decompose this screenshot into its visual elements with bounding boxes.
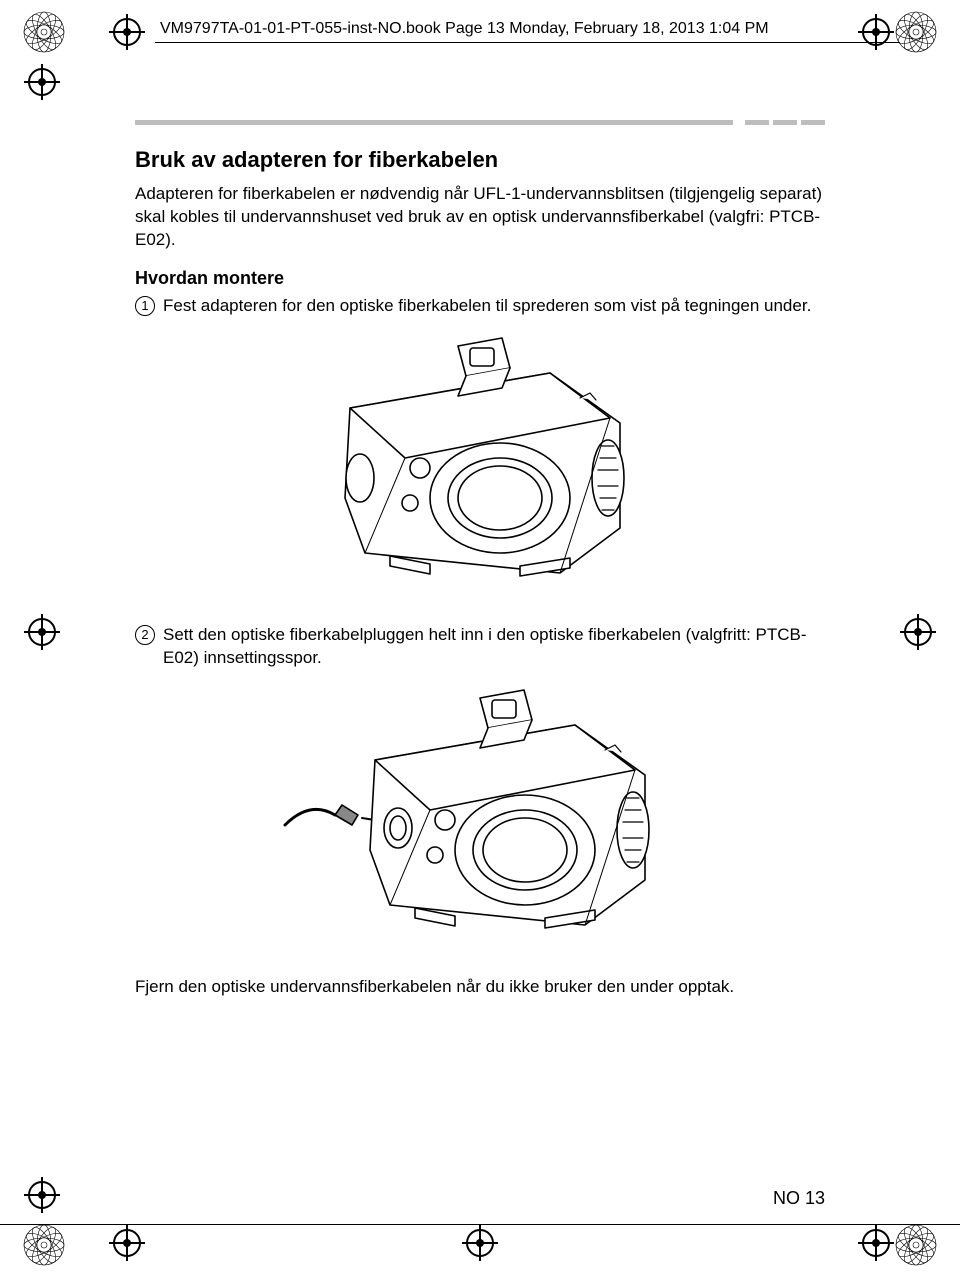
crop-mark-icon [862,1229,890,1257]
page-content: Bruk av adapteren for fiberkabelen Adapt… [135,120,825,999]
step-number-icon: 2 [135,625,155,645]
housing-illustration-1 [290,328,670,598]
crop-mark-icon [113,18,141,46]
crop-mark-icon [904,618,932,646]
header-rule [155,42,900,43]
note-paragraph: Fjern den optiske undervannsfiberkabelen… [135,976,825,999]
housing-illustration-2 [280,680,680,950]
crop-mark-icon [113,1229,141,1257]
step-1: 1 Fest adapteren for den optiske fiberka… [135,295,825,318]
intro-paragraph: Adapteren for fiberkabelen er nødvendig … [135,183,825,252]
corner-ornament [894,10,938,54]
step-text: Sett den optiske fiberkabelpluggen helt … [163,624,825,670]
footer-rule [0,1224,960,1225]
crop-mark-icon [28,68,56,96]
crop-mark-icon [28,618,56,646]
subheading: Hvordan montere [135,268,825,289]
crop-mark-icon [466,1229,494,1257]
corner-ornament [894,1223,938,1267]
corner-ornament [22,1223,66,1267]
section-divider [135,120,825,125]
step-number-icon: 1 [135,296,155,316]
step-2: 2 Sett den optiske fiberkabelpluggen hel… [135,624,825,670]
section-title: Bruk av adapteren for fiberkabelen [135,147,825,173]
corner-ornament [22,10,66,54]
page-number: NO 13 [773,1188,825,1209]
step-text: Fest adapteren for den optiske fiberkabe… [163,295,811,318]
crop-mark-icon [28,1181,56,1209]
header-filepath: VM9797TA-01-01-PT-055-inst-NO.book Page … [160,20,769,38]
